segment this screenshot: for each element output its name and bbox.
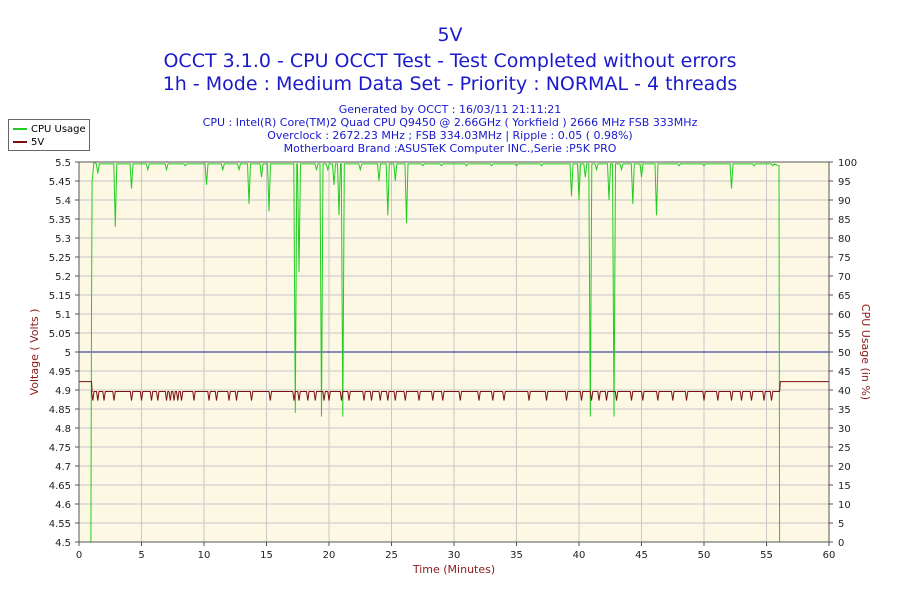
y-right-tick-label: 10	[838, 500, 851, 511]
x-tick-label: 45	[635, 550, 648, 561]
y-left-tick-label: 5.25	[49, 253, 71, 264]
y-left-tick-label: 4.65	[49, 481, 71, 492]
y-right-tick-label: 80	[838, 234, 851, 245]
y-left-tick-label: 5.4	[55, 196, 71, 207]
y-left-tick-label: 5.2	[55, 272, 71, 283]
y-left-tick-label: 4.6	[55, 500, 71, 511]
y-axis-left-label: Voltage ( Volts )	[28, 309, 41, 396]
x-axis-label: Time (Minutes)	[412, 563, 495, 576]
y-left-tick-label: 5.05	[49, 329, 71, 340]
chart-legend: CPU Usage 5V	[8, 119, 90, 151]
y-right-tick-label: 55	[838, 329, 851, 340]
x-tick-label: 5	[138, 550, 144, 561]
y-left-tick-label: 5.5	[55, 158, 71, 169]
y-right-tick-label: 70	[838, 272, 851, 283]
y-right-tick-label: 65	[838, 291, 851, 302]
series-line-5v	[79, 381, 829, 401]
x-tick-label: 55	[760, 550, 773, 561]
y-left-tick-label: 5.1	[55, 310, 71, 321]
y-left-tick-label: 5.3	[55, 234, 71, 245]
y-right-tick-label: 15	[838, 481, 851, 492]
y-left-tick-label: 5	[65, 348, 71, 359]
legend-item-cpu-usage: CPU Usage	[13, 123, 86, 135]
y-left-tick-label: 4.5	[55, 538, 71, 549]
y-left-tick-label: 5.45	[49, 177, 71, 188]
y-right-tick-label: 35	[838, 405, 851, 416]
x-tick-label: 15	[260, 550, 273, 561]
y-right-tick-label: 45	[838, 367, 851, 378]
chart-title: 5V	[437, 24, 463, 46]
x-tick-label: 35	[510, 550, 523, 561]
y-left-tick-label: 4.95	[49, 367, 71, 378]
y-right-tick-label: 0	[838, 538, 844, 549]
y-left-tick-label: 4.7	[55, 462, 71, 473]
legend-swatch-cpu-usage	[13, 128, 27, 130]
x-tick-label: 10	[198, 550, 211, 561]
axis-ticks: 0 5 10 15 20 25 30 35 40 45 50 55 604.54.554.64.654.…	[49, 158, 857, 561]
series-line-cpu-usage	[90, 161, 781, 543]
generated-info: Generated by OCCT : 16/03/11 21:11:21	[338, 103, 562, 116]
y-axis-right-label: CPU Usage (in %)	[859, 304, 872, 400]
x-tick-label: 25	[385, 550, 398, 561]
y-right-tick-label: 5	[838, 519, 844, 530]
y-right-tick-label: 90	[838, 196, 851, 207]
legend-swatch-5v	[13, 141, 27, 143]
legend-label-5v: 5V	[31, 136, 45, 148]
x-tick-label: 0	[76, 550, 82, 561]
x-tick-label: 30	[448, 550, 461, 561]
y-right-tick-label: 75	[838, 253, 851, 264]
overclock-info: Overclock : 2672.23 MHz ; FSB 334.03MHz …	[267, 129, 633, 142]
chart-subtitle-mode: 1h - Mode : Medium Data Set - Priority :…	[162, 73, 738, 95]
motherboard-info: Motherboard Brand :ASUSTeK Computer INC.…	[283, 142, 617, 155]
y-right-tick-label: 40	[838, 386, 851, 397]
y-right-tick-label: 30	[838, 424, 851, 435]
y-left-tick-label: 4.75	[49, 443, 71, 454]
y-left-tick-label: 4.8	[55, 424, 71, 435]
y-right-tick-label: 50	[838, 348, 851, 359]
y-left-tick-label: 4.55	[49, 519, 71, 530]
y-right-tick-label: 85	[838, 215, 851, 226]
legend-item-5v: 5V	[13, 136, 44, 148]
x-tick-label: 20	[323, 550, 336, 561]
x-tick-label: 60	[823, 550, 836, 561]
chart-subtitle-test: OCCT 3.1.0 - CPU OCCT Test - Test Comple…	[163, 50, 737, 72]
y-right-tick-label: 60	[838, 310, 851, 321]
x-tick-label: 50	[698, 550, 711, 561]
x-tick-label: 40	[573, 550, 586, 561]
y-left-tick-label: 4.9	[55, 386, 71, 397]
cpu-info: CPU : Intel(R) Core(TM)2 Quad CPU Q9450 …	[202, 116, 698, 129]
y-right-tick-label: 95	[838, 177, 851, 188]
y-left-tick-label: 4.85	[49, 405, 71, 416]
y-right-tick-label: 100	[838, 158, 857, 169]
y-right-tick-label: 20	[838, 462, 851, 473]
y-left-tick-label: 5.15	[49, 291, 71, 302]
y-right-tick-label: 25	[838, 443, 851, 454]
y-left-tick-label: 5.35	[49, 215, 71, 226]
legend-label-cpu-usage: CPU Usage	[31, 123, 86, 135]
